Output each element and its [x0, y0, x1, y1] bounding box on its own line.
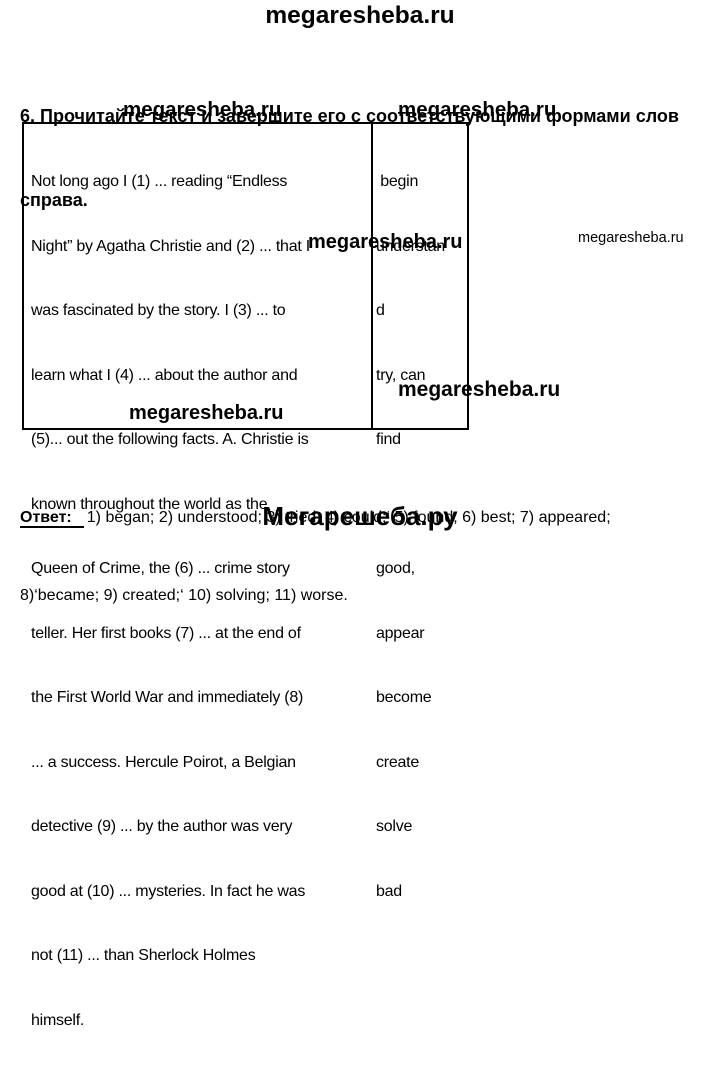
answer-line-1: Ответ: 1) began; 2) understood; 3) tried;… — [20, 505, 611, 531]
word-bank-line: solve — [376, 818, 413, 835]
exercise-text-line: learn what I (4) ... about the author an… — [31, 366, 298, 384]
word-bank-line: bad — [376, 882, 402, 900]
exercise-text-line: detective (9) ... by the author was very — [31, 818, 293, 835]
task-instruction: 6. Прочитайте текст и завершите его с со… — [20, 46, 679, 242]
answer-line-2: 8)‘became; 9) created;‘ 10) solving; 11)… — [20, 587, 348, 604]
exercise-text-line: the First World War and immediately (8) — [31, 689, 304, 706]
answer-text-1: 1) began; 2) understood; 3) tried; 4) co… — [86, 509, 611, 526]
word-bank-line: begin — [376, 173, 419, 190]
exercise-text-line: himself. — [31, 1011, 85, 1029]
watermark-top-right: megaresheba.ru — [398, 98, 557, 121]
task-instruction-line-1: 6. Прочитайте текст и завершите его с со… — [20, 106, 679, 126]
site-title: megaresheba.ru — [265, 2, 455, 29]
exercise-text-line: Not long ago I (1) ... reading “Endless — [31, 173, 288, 190]
word-bank-line: try, can — [376, 366, 426, 384]
word-bank-line: understan — [376, 237, 445, 255]
exercise-text-line: ... a success. Hercule Poirot, a Belgian — [31, 753, 296, 771]
exercise-text-line: was fascinated by the story. I (3) ... t… — [31, 302, 286, 319]
word-bank-line: create — [376, 753, 419, 771]
word-bank-line: d — [376, 302, 385, 319]
watermark-in-cell: megaresheba.ru — [129, 402, 284, 424]
word-bank-line: become — [376, 689, 432, 706]
answer-section: Ответ: 1) began; 2) understood; 3) tried;… — [20, 453, 611, 635]
exercise-text-line: Night” by Agatha Christie and (2) ... th… — [31, 237, 310, 255]
table-column-divider — [371, 124, 373, 428]
exercise-text-line: not (11) ... than Sherlock Holmes — [31, 947, 256, 964]
footer-site-title: Мегарешеба.ру — [262, 501, 458, 531]
watermark-middle: megaresheba.ru — [308, 231, 463, 253]
word-bank-line: find — [376, 431, 401, 448]
exercise-text-line: (5)... out the following facts. A. Chris… — [31, 431, 309, 448]
watermark-middle-right: megaresheba.ru — [578, 230, 684, 246]
watermark-table-right: megaresheba.ru — [398, 378, 561, 401]
exercise-text-line: known throughout the world as the — [31, 495, 268, 513]
task-instruction-line-2: справа. — [20, 190, 88, 210]
watermark-top-left: megaresheba.ru — [123, 98, 282, 121]
answer-label: Ответ: — [20, 509, 84, 528]
exercise-text-line: good at (10) ... mysteries. In fact he w… — [31, 882, 306, 900]
